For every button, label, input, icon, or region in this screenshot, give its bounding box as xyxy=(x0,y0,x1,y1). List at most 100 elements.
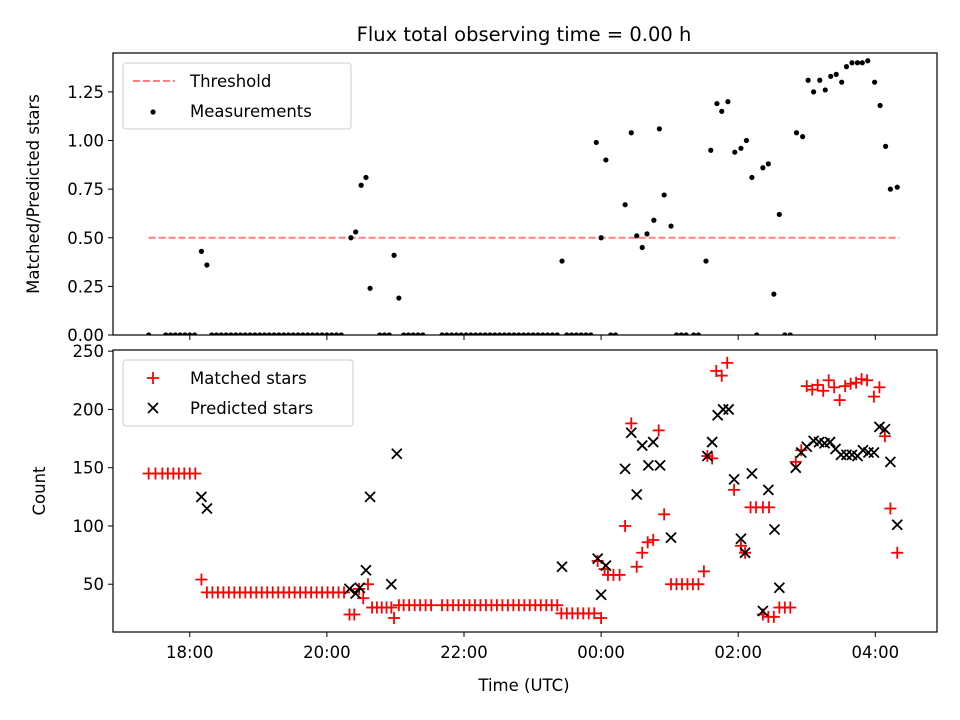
matched-point xyxy=(784,601,797,614)
y-tick-label: 100 xyxy=(73,517,105,536)
measurement-point xyxy=(714,100,720,107)
measurement-point xyxy=(639,244,645,251)
measurement-point xyxy=(367,285,373,291)
count-plot-area xyxy=(142,356,904,625)
measurement-point xyxy=(482,332,488,335)
x-tick-label: 00:00 xyxy=(577,643,625,662)
measurement-point xyxy=(708,147,714,153)
measurement-point xyxy=(678,332,684,335)
matched-point xyxy=(652,424,665,437)
measurement-point xyxy=(348,235,354,241)
measurement-point xyxy=(695,332,702,335)
measurement-point xyxy=(540,332,546,335)
predicted-point xyxy=(879,423,891,435)
matched-point xyxy=(828,381,841,394)
predicted-point xyxy=(728,473,740,485)
predicted-point xyxy=(360,564,372,576)
y-tick-label: 150 xyxy=(73,459,105,478)
measurement-point xyxy=(776,211,782,218)
matched-point xyxy=(636,546,649,559)
measurement-point xyxy=(849,60,855,66)
measurement-point xyxy=(415,332,421,335)
count-legend: Matched stars Predicted stars xyxy=(122,359,354,427)
measurement-point xyxy=(854,60,861,66)
measurement-point xyxy=(410,332,416,335)
measurement-point xyxy=(300,332,306,335)
predicted-point xyxy=(354,582,366,594)
matched-point xyxy=(763,501,776,514)
measurement-point xyxy=(233,332,239,335)
measurement-point xyxy=(177,332,183,335)
measurement-point xyxy=(218,332,224,335)
measurement-point xyxy=(749,174,755,181)
measurement-point xyxy=(405,332,412,335)
x-tick-label: 02:00 xyxy=(714,643,762,662)
measurement-point xyxy=(743,137,750,144)
measurement-point xyxy=(771,291,777,297)
measurement-point xyxy=(182,332,188,335)
x-tick-label: 22:00 xyxy=(440,643,488,662)
measurement-point xyxy=(683,332,689,335)
matched-point xyxy=(795,444,808,457)
matched-point xyxy=(348,608,361,621)
measurement-point xyxy=(501,332,508,335)
predicted-point xyxy=(654,459,666,472)
matched-point xyxy=(861,374,874,387)
predicted-point xyxy=(746,467,758,480)
predicted-point xyxy=(701,450,713,462)
measurement-point xyxy=(146,332,152,335)
measurement-point xyxy=(449,332,455,335)
measurement-point xyxy=(668,223,674,229)
predicted-point xyxy=(195,491,208,503)
measurement-point xyxy=(622,202,628,208)
measurement-point xyxy=(787,332,793,335)
measurement-point xyxy=(833,71,839,77)
measurement-point xyxy=(309,332,316,335)
matched-point xyxy=(789,455,802,468)
predicted-point xyxy=(631,488,643,501)
ratio-legend: Threshold Measurements xyxy=(122,62,352,130)
measurement-point xyxy=(386,332,392,335)
measurement-point xyxy=(593,139,599,146)
matched-point xyxy=(891,546,904,559)
measurement-point xyxy=(358,182,364,188)
matched-point xyxy=(867,390,880,403)
measurement-point xyxy=(598,235,604,241)
y-tick-label: 0.00 xyxy=(67,326,104,345)
predicted-point xyxy=(757,605,769,617)
ratio-panel: 0.00 0.25 0.50 0.75 1.00 1.25 Matched/Predict… xyxy=(24,52,938,345)
measurement-point xyxy=(381,332,388,335)
measurement-point xyxy=(894,184,900,190)
measurement-point xyxy=(793,130,800,136)
measurement-point xyxy=(353,229,359,235)
predicted-point xyxy=(665,531,677,544)
y-tick-label: 0.75 xyxy=(67,180,104,199)
ratio-y-axis-label: Matched/Predicted stars xyxy=(24,94,43,294)
y-tick-label: 1.25 xyxy=(67,83,104,102)
measurement-point xyxy=(377,332,383,335)
matched-point xyxy=(692,578,705,591)
measurement-point xyxy=(439,332,445,335)
matched-point xyxy=(822,374,835,387)
measurement-point xyxy=(261,332,268,335)
measurement-point xyxy=(281,332,287,335)
measurement-point xyxy=(458,332,464,335)
measurement-point xyxy=(569,332,575,335)
measurement-point xyxy=(673,332,680,335)
count-panel: 50 100 150 200 250 18:00 20:00 22:00 00:00 02:00… xyxy=(30,342,938,695)
matched-point xyxy=(817,384,830,397)
matched-point xyxy=(195,573,208,586)
matched-point xyxy=(385,601,398,614)
measurement-point xyxy=(817,77,823,83)
measurement-point xyxy=(887,186,893,192)
legend-predicted-swatch xyxy=(147,402,159,414)
measurement-point xyxy=(588,332,594,335)
measurement-point xyxy=(257,332,263,335)
predicted-point xyxy=(391,448,403,460)
measurement-point xyxy=(276,332,282,335)
measurement-point xyxy=(521,332,527,335)
legend-matched-swatch xyxy=(147,372,159,384)
predicted-point xyxy=(343,583,356,595)
measurement-point xyxy=(477,332,484,335)
ratio-y-axis: 0.00 0.25 0.50 0.75 1.00 1.25 xyxy=(67,83,113,345)
